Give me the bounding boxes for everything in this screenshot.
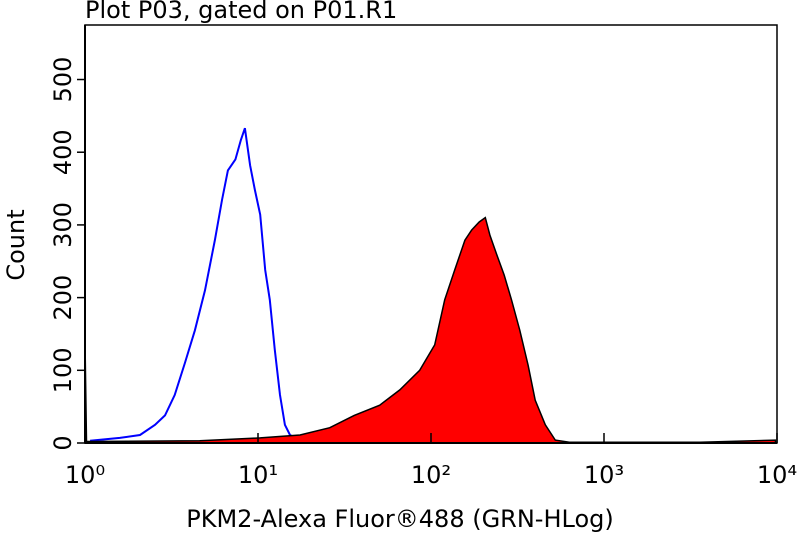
histogram-line: [90, 127, 301, 442]
y-tick-label: 200: [49, 275, 77, 321]
x-tick-label: 10¹: [238, 461, 278, 489]
x-tick-label: 10⁴: [757, 461, 797, 489]
y-tick-label: 400: [49, 129, 77, 175]
x-axis-label: PKM2-Alexa Fluor®488 (GRN-HLog): [186, 505, 614, 533]
chart-title: Plot P03, gated on P01.R1: [85, 0, 397, 24]
x-tick-label: 10⁰: [65, 461, 105, 489]
y-tick-label: 100: [49, 347, 77, 393]
x-tick-label: 10²: [411, 461, 451, 489]
y-tick-label: 0: [49, 435, 77, 450]
y-tick-label: 300: [49, 202, 77, 248]
histogram-area: [84, 216, 777, 444]
y-axis-label: Count: [2, 209, 30, 280]
y-tick-label: 500: [49, 57, 77, 103]
x-tick-label: 10³: [584, 461, 624, 489]
